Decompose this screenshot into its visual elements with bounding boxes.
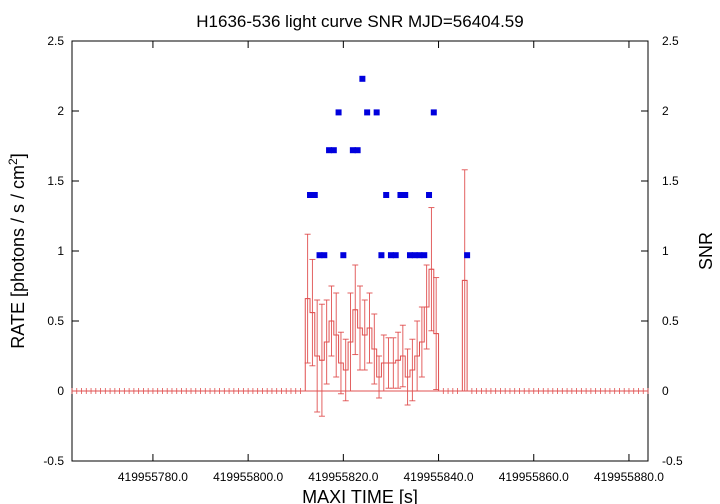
snr-point — [316, 252, 323, 259]
y-tick-label-left: 2 — [57, 104, 64, 118]
y2-tick-label: 0.5 — [662, 314, 679, 328]
y-axis-label-end: ] — [8, 153, 28, 158]
snr-point — [383, 192, 390, 198]
snr-point — [307, 192, 314, 198]
y-axis-label-sup: 2 — [6, 158, 20, 165]
rate-error-bar — [337, 331, 344, 395]
y2-tick-label: 2 — [662, 104, 669, 118]
y-tick-label-left: 1.5 — [47, 174, 64, 188]
y2-tick-label: -0.5 — [662, 454, 683, 468]
rate-error-bar — [395, 331, 402, 389]
snr-point — [373, 109, 380, 116]
y-tick-label-left: 2.5 — [47, 34, 64, 48]
rate-error-bar — [361, 299, 368, 371]
rate-error-bar — [414, 320, 421, 392]
x-tick-label: 419955860.0 — [499, 470, 569, 484]
rate-error-bar — [423, 264, 430, 350]
rate-error-bar — [433, 277, 440, 391]
snr-point — [430, 109, 437, 116]
y-tick-label-left: 1 — [57, 244, 64, 258]
y-tick-label-left: 0.5 — [47, 314, 64, 328]
rate-error-bar — [418, 306, 425, 378]
x-tick-label: 419955840.0 — [404, 470, 474, 484]
rate-error-bar — [404, 348, 411, 406]
snr-point — [340, 252, 347, 259]
snr-point — [397, 192, 404, 198]
rate-error-bar — [409, 338, 416, 402]
snr-point — [421, 252, 428, 259]
snr-point — [378, 252, 385, 259]
y-axis-label-right: SNR — [696, 232, 716, 270]
rate-error-bar — [342, 338, 349, 402]
snr-point — [416, 252, 423, 259]
snr-point — [349, 147, 356, 154]
snr-point — [392, 252, 399, 259]
snr-point — [406, 252, 413, 259]
snr-point — [354, 147, 361, 154]
snr-point — [411, 252, 418, 259]
rate-error-bar — [380, 334, 387, 392]
y-axis-label-left: RATE [photons / s / cm2] — [6, 153, 28, 348]
y-axis-label-main: RATE [photons / s / cm — [8, 165, 28, 349]
x-tick-label: 419955820.0 — [308, 470, 378, 484]
snr-point — [364, 109, 371, 116]
rate-error-bar — [371, 313, 378, 385]
y2-tick-label: 0 — [662, 384, 669, 398]
x-axis-label: MAXI TIME [s] — [302, 487, 418, 504]
y-tick-label-left: -0.5 — [43, 454, 64, 468]
y2-tick-label: 2.5 — [662, 34, 679, 48]
x-tick-label: 419955800.0 — [213, 470, 283, 484]
snr-point — [359, 75, 366, 82]
x-tick-label: 419955780.0 — [118, 470, 188, 484]
rate-step-line — [304, 268, 440, 391]
rate-error-bar — [304, 233, 311, 364]
plot-frame — [71, 40, 649, 462]
rate-error-bar — [347, 292, 354, 392]
rate-error-bar — [309, 258, 316, 367]
snr-point — [326, 147, 333, 154]
rate-error-bar — [314, 299, 321, 413]
rate-error-bar — [428, 207, 435, 332]
snr-point — [464, 252, 471, 259]
snr-point — [402, 192, 409, 198]
rate-error-bar — [376, 355, 383, 399]
plot-area: -0.5 -0.5 0 0 0.5 0.5 1 1 1.5 1.5 2 2 2.5 2.5 41995578… — [43, 34, 683, 484]
snr-point — [426, 192, 433, 198]
snr-point — [311, 192, 318, 198]
rate-error-bar — [399, 324, 406, 388]
chart-title: H1636-536 light curve SNR MJD=56404.59 — [196, 12, 523, 31]
snr-point — [321, 252, 328, 259]
rate-error-bar — [333, 292, 340, 378]
snr-point — [330, 147, 337, 154]
snr-point — [335, 109, 342, 116]
snr-point — [387, 252, 394, 259]
rate-error-bar — [318, 303, 325, 417]
y2-tick-label: 1 — [662, 244, 669, 258]
x-tick-label: 419955880.0 — [594, 470, 664, 484]
rate-error-bar — [352, 264, 359, 356]
rate-error-bar — [328, 285, 335, 357]
rate-error-bar — [366, 292, 373, 364]
rate-error-bar — [461, 169, 468, 392]
rate-error-bar — [323, 299, 330, 385]
y-tick-label-left: 0 — [57, 384, 64, 398]
y2-tick-label: 1.5 — [662, 174, 679, 188]
